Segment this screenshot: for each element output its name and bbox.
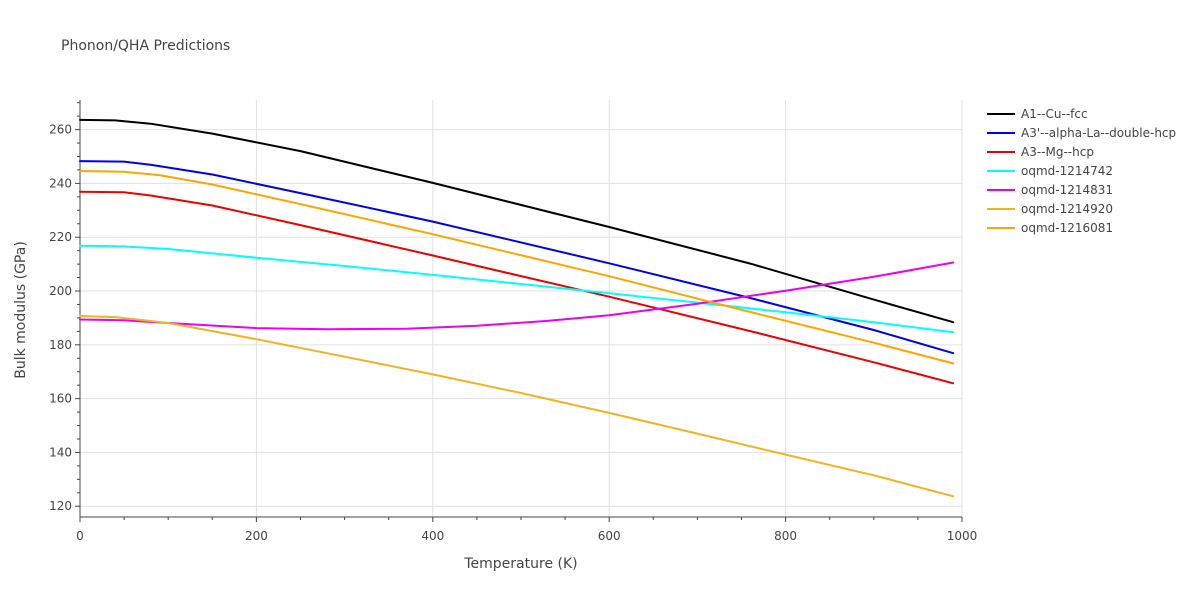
series-line-oqmd-1214742 bbox=[79, 244, 955, 334]
series-line-oqmd-1216081 bbox=[79, 170, 955, 365]
legend-item[interactable]: oqmd-1214831 bbox=[987, 183, 1113, 197]
legend-label: A3'--alpha-La--double-hcp bbox=[1021, 126, 1176, 140]
series-line-A3'--alpha-La--double-hcp bbox=[79, 160, 955, 355]
legend-item[interactable]: A3--Mg--hcp bbox=[987, 145, 1094, 159]
y-tick-label: 220 bbox=[49, 230, 72, 244]
x-tick-label: 1000 bbox=[947, 529, 978, 543]
y-tick-label: 200 bbox=[49, 284, 72, 298]
plot-area bbox=[79, 118, 955, 498]
y-axis-title: Bulk modulus (GPa) bbox=[13, 241, 29, 379]
series-line-A1--Cu--fcc bbox=[79, 118, 955, 324]
legend-item[interactable]: A1--Cu--fcc bbox=[987, 107, 1088, 121]
x-tick-label: 600 bbox=[598, 529, 621, 543]
x-tick-label: 200 bbox=[245, 529, 268, 543]
y-tick-label: 240 bbox=[49, 176, 72, 190]
x-tick-label: 800 bbox=[774, 529, 797, 543]
grid bbox=[80, 100, 963, 517]
legend-label: oqmd-1216081 bbox=[1021, 221, 1113, 235]
legend-label: oqmd-1214831 bbox=[1021, 183, 1113, 197]
series-line-oqmd-1214831 bbox=[79, 261, 955, 331]
legend-label: oqmd-1214742 bbox=[1021, 164, 1113, 178]
y-tick-label: 160 bbox=[49, 392, 72, 406]
series-line-oqmd-1214920 bbox=[79, 315, 955, 498]
x-tick-label: 400 bbox=[421, 529, 444, 543]
y-tick-label: 140 bbox=[49, 445, 72, 459]
legend: A1--Cu--fcc A3'--alpha-La--double-hcp A3--… bbox=[987, 107, 1176, 235]
y-tick-label: 260 bbox=[49, 123, 72, 137]
series-line-A3--Mg--hcp bbox=[79, 190, 955, 385]
legend-item[interactable]: oqmd-1216081 bbox=[987, 221, 1113, 235]
legend-item[interactable]: A3'--alpha-La--double-hcp bbox=[987, 126, 1176, 140]
chart-title: Phonon/QHA Predictions bbox=[61, 38, 230, 54]
legend-label: A3--Mg--hcp bbox=[1021, 145, 1094, 159]
legend-item[interactable]: oqmd-1214742 bbox=[987, 164, 1113, 178]
legend-label: oqmd-1214920 bbox=[1021, 202, 1113, 216]
legend-item[interactable]: oqmd-1214920 bbox=[987, 202, 1113, 216]
axes: 0 200 400 600 800 1000 120 140 160 180 200 220 240 26… bbox=[49, 100, 977, 543]
y-tick-label: 120 bbox=[49, 499, 72, 513]
y-tick-label: 180 bbox=[49, 338, 72, 352]
x-tick-label: 0 bbox=[76, 529, 84, 543]
x-axis-title: Temperature (K) bbox=[463, 556, 577, 572]
legend-label: A1--Cu--fcc bbox=[1021, 107, 1088, 121]
